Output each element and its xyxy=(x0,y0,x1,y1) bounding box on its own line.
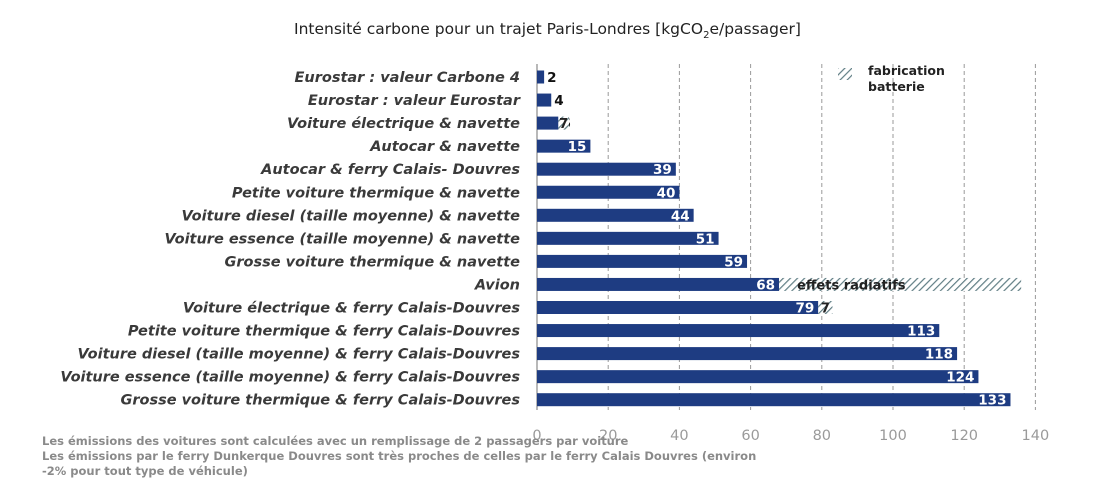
category-label: Eurostar : valeur Carbone 4 xyxy=(294,70,520,86)
value-label: 15 xyxy=(568,139,587,155)
category-label: Voiture électrique & navette xyxy=(287,116,520,132)
value-label: 2 xyxy=(547,70,556,86)
radiative-segment xyxy=(779,277,1022,291)
bar xyxy=(537,347,958,361)
bar xyxy=(537,324,940,338)
bar xyxy=(537,301,819,314)
category-label: Eurostar : valeur Eurostar xyxy=(308,93,521,109)
category-label: Autocar & ferry Calais- Douvres xyxy=(260,162,520,178)
value-label: 68 xyxy=(756,277,775,293)
battery-segment xyxy=(558,116,570,130)
value-label: 51 xyxy=(696,231,715,247)
footnote-1: Les émissions des voitures sont calculée… xyxy=(42,434,629,448)
x-tick-label: 0 xyxy=(532,428,541,444)
radiative-segment-label: effets radiatifs xyxy=(797,278,906,293)
category-label: Voiture essence (taille moyenne) & navet… xyxy=(164,231,520,247)
bar xyxy=(537,70,545,84)
legend-label-line1: fabrication xyxy=(868,63,945,78)
legend-swatch-hatched xyxy=(838,68,852,80)
value-label: 40 xyxy=(657,185,676,201)
bar xyxy=(537,370,979,384)
value-label: 113 xyxy=(907,324,935,340)
category-label: Voiture diesel (taille moyenne) & navett… xyxy=(182,208,521,224)
category-label: Voiture diesel (taille moyenne) & ferry … xyxy=(77,347,520,363)
battery-segment-label: 7 xyxy=(821,302,830,317)
value-label: 118 xyxy=(925,347,953,363)
x-tick-label: 100 xyxy=(879,428,907,444)
bar xyxy=(537,208,694,222)
value-label: 133 xyxy=(978,393,1006,409)
x-tick-label: 60 xyxy=(741,428,759,444)
footnote-2: Les émissions par le ferry Dunkerque Dou… xyxy=(42,449,757,463)
bar xyxy=(537,93,552,107)
chart-title: Intensité carbone pour un trajet Paris-L… xyxy=(0,20,1095,41)
category-label: Grosse voiture thermique & navette xyxy=(224,254,520,270)
category-label: Petite voiture thermique & navette xyxy=(232,185,520,201)
bar xyxy=(537,393,1011,407)
category-label: Avion xyxy=(474,277,520,293)
category-label: Voiture électrique & ferry Calais-Douvre… xyxy=(183,301,520,317)
footnote-3: -2% pour tout type de véhicule) xyxy=(42,464,248,478)
category-label: Autocar & navette xyxy=(369,139,520,155)
bar xyxy=(537,116,559,130)
legend: fabrication batterie xyxy=(838,63,945,94)
value-label: 39 xyxy=(653,162,672,178)
bar xyxy=(537,139,591,153)
x-tick-label: 20 xyxy=(599,428,617,444)
x-axis-ticks: 0 20 40 60 80 100 120 140 xyxy=(532,428,1049,444)
title-end: e/passager] xyxy=(709,20,801,38)
bar xyxy=(537,162,676,176)
value-label: 79 xyxy=(795,301,814,317)
legend-label-line2: batterie xyxy=(868,79,925,94)
bar xyxy=(537,254,748,268)
bar xyxy=(537,231,719,245)
battery-segment xyxy=(818,301,833,314)
battery-segment-label: 7 xyxy=(559,117,568,132)
bars: 24615394044515968791131181241337effets r… xyxy=(537,70,1022,409)
x-tick-label: 40 xyxy=(670,428,688,444)
title-main: Intensité carbone pour un trajet Paris-L… xyxy=(294,20,704,38)
value-label: 44 xyxy=(671,208,690,224)
x-tick-label: 120 xyxy=(950,428,978,444)
x-tick-label: 140 xyxy=(1022,428,1050,444)
bar xyxy=(537,277,780,291)
value-label: 59 xyxy=(724,254,743,270)
title-subscript: 2 xyxy=(703,30,710,42)
category-label: Voiture essence (taille moyenne) & ferry… xyxy=(60,370,520,386)
value-label: 4 xyxy=(554,93,563,109)
value-label: 124 xyxy=(946,370,974,386)
category-label: Petite voiture thermique & ferry Calais-… xyxy=(128,324,521,340)
category-labels: Eurostar : valeur Carbone 4 Eurostar : va… xyxy=(60,70,520,409)
bar xyxy=(537,185,680,199)
x-tick-label: 80 xyxy=(813,428,831,444)
category-label: Grosse voiture thermique & ferry Calais-… xyxy=(120,393,520,409)
